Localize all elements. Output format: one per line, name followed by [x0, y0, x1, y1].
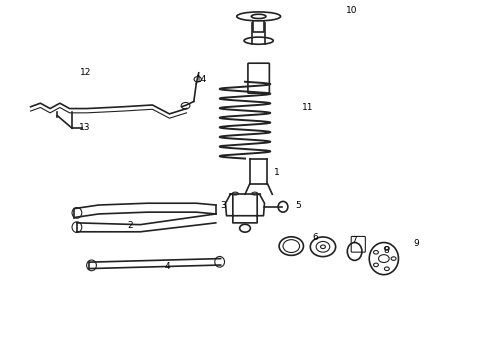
Text: 7: 7 — [351, 235, 357, 244]
Text: 5: 5 — [296, 201, 301, 210]
Text: 3: 3 — [220, 201, 226, 210]
Text: 11: 11 — [302, 103, 313, 112]
Text: 10: 10 — [345, 6, 357, 15]
Text: 1: 1 — [274, 168, 279, 177]
Text: 13: 13 — [79, 123, 91, 132]
Text: 2: 2 — [128, 221, 133, 230]
Text: 9: 9 — [414, 239, 419, 248]
Text: 12: 12 — [79, 68, 91, 77]
Text: 4: 4 — [164, 262, 170, 271]
Text: 6: 6 — [313, 233, 318, 242]
Text: 14: 14 — [196, 75, 208, 84]
Text: 8: 8 — [383, 246, 389, 255]
